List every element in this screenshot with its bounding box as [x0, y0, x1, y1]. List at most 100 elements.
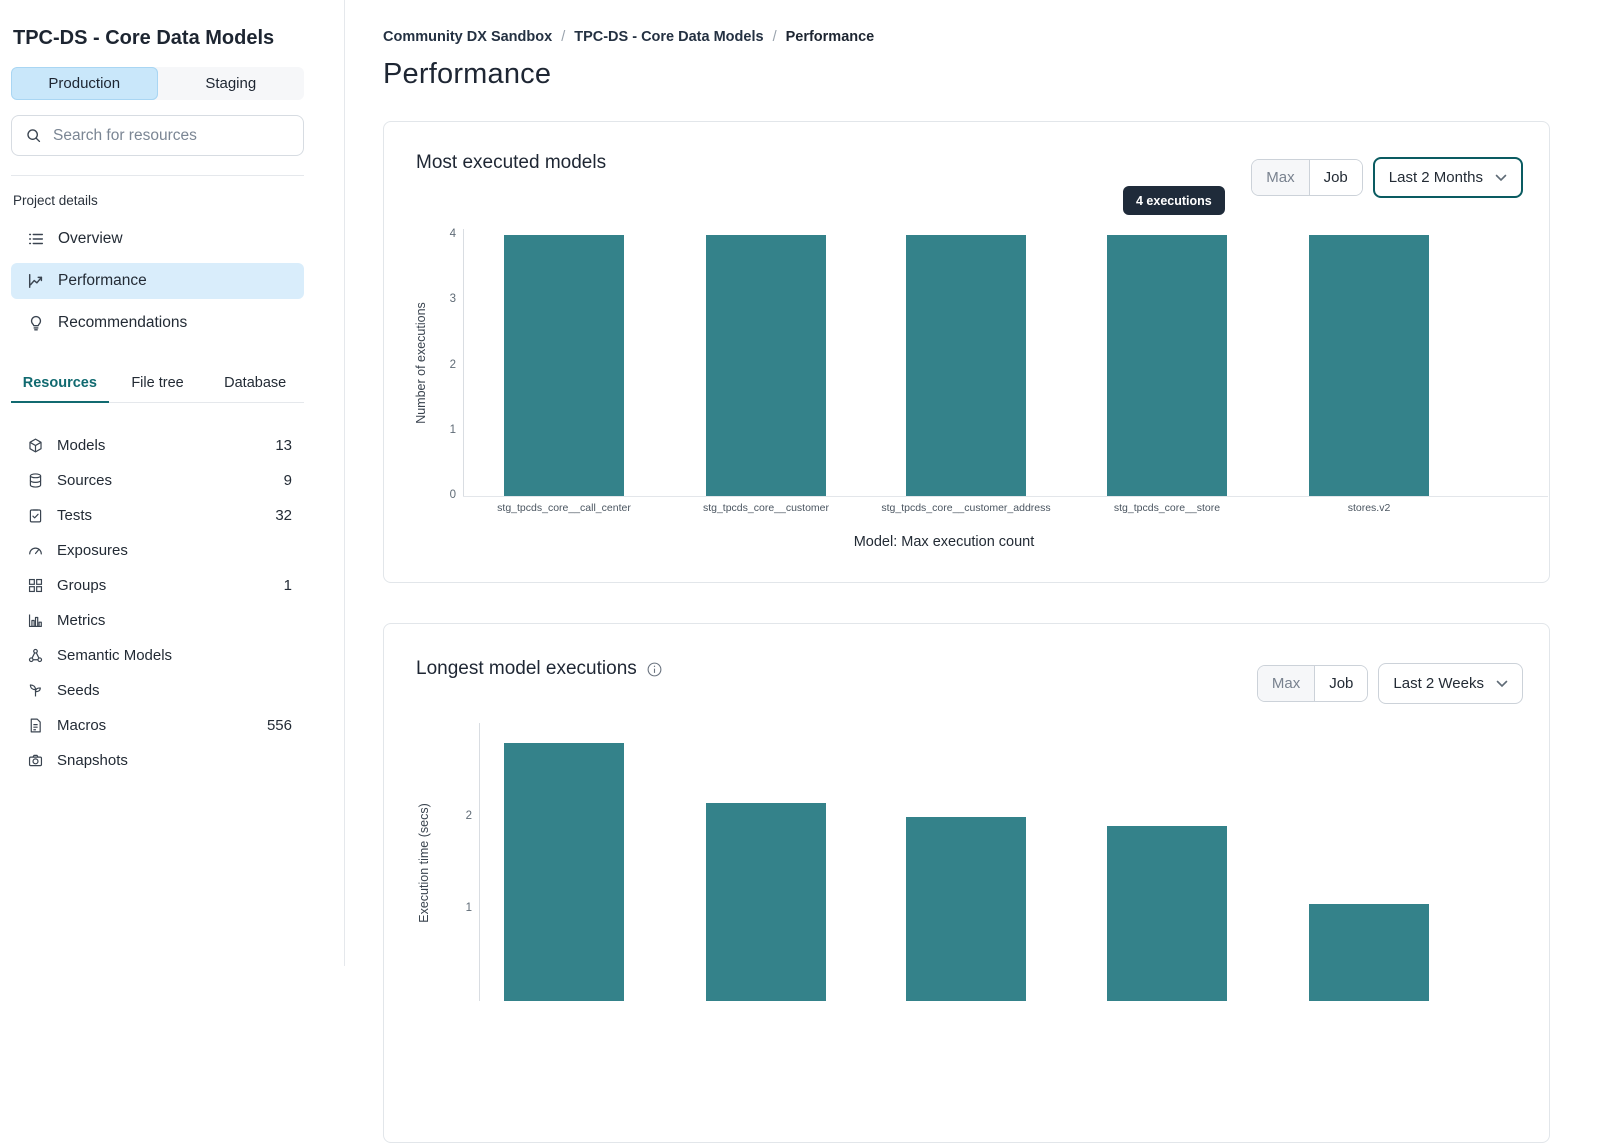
sidebar-item-macros[interactable]: Macros 556 [11, 708, 304, 743]
project-nav: Overview Performance Recommendations [11, 221, 304, 341]
bar-stores-v2[interactable] [1309, 235, 1429, 496]
sidebar-divider [11, 175, 304, 176]
resource-count: 9 [283, 472, 292, 489]
resource-count: 13 [275, 437, 292, 454]
max-segment-button[interactable]: Max [1252, 160, 1310, 195]
chart-controls: Max Job Last 2 Months [1251, 157, 1523, 198]
sidebar-item-label: Recommendations [58, 314, 188, 331]
bar-1-4[interactable] [1309, 904, 1429, 1001]
clipboard-check-icon [27, 507, 44, 524]
sidebar-item-models[interactable]: Models 13 [11, 428, 304, 463]
bar-stg-tpcds-core-customer[interactable] [706, 235, 826, 496]
resource-label: Snapshots [57, 752, 128, 769]
tab-resources[interactable]: Resources [11, 368, 109, 403]
sidebar-item-performance[interactable]: Performance [11, 263, 304, 299]
breadcrumb-current: Performance [785, 29, 875, 45]
resource-label: Seeds [57, 682, 100, 699]
lightbulb-icon [27, 314, 45, 332]
breadcrumb-link[interactable]: Community DX Sandbox [383, 29, 553, 45]
sidebar-item-sources[interactable]: Sources 9 [11, 463, 304, 498]
bar-1-0[interactable] [504, 743, 624, 1001]
chevron-down-icon [1495, 174, 1507, 182]
x-tick-label: stg_tpcds_core__customer_address [881, 502, 1051, 514]
resource-label: Models [57, 437, 106, 454]
bar-1-2[interactable] [906, 817, 1026, 1001]
database-icon [27, 472, 44, 489]
sidebar-item-tests[interactable]: Tests 32 [11, 498, 304, 533]
x-axis-line [463, 496, 1548, 497]
breadcrumb-link[interactable]: TPC-DS - Core Data Models [574, 29, 764, 45]
y-axis-line [479, 723, 480, 1001]
bar-1-3[interactable] [1107, 826, 1227, 1001]
sidebar-item-recommendations[interactable]: Recommendations [11, 305, 304, 341]
bar-chart-icon [27, 612, 44, 629]
y-axis-title: Execution time (secs) [417, 803, 431, 923]
x-tick-label: stg_tpcds_core__call_center [497, 502, 631, 514]
resource-count: 556 [266, 717, 292, 734]
bar-stg-tpcds-core-customer-address[interactable] [906, 235, 1026, 496]
x-axis-title: Model: Max execution count [853, 534, 1035, 550]
sidebar-item-semantic-models[interactable]: Semantic Models [11, 638, 304, 673]
y-tick-label: 1 [449, 423, 456, 436]
performance-chart-icon [27, 272, 45, 290]
resource-list: Models 13 Sources 9 Tests 32 Exposures Groups 1 M… [11, 428, 304, 778]
x-tick-label: stores.v2 [1347, 502, 1391, 514]
job-segment-button[interactable]: Job [1315, 666, 1368, 701]
aggregation-toggle: Max Job [1251, 159, 1363, 196]
time-range-dropdown[interactable]: Last 2 Weeks [1378, 663, 1523, 704]
sidebar-item-seeds[interactable]: Seeds [11, 673, 304, 708]
resource-tabs: Resources File tree Database [11, 368, 304, 403]
grid-icon [27, 577, 44, 594]
environment-toggle: Production Staging [11, 67, 304, 100]
time-range-value: Last 2 Months [1388, 169, 1483, 186]
tab-file-tree[interactable]: File tree [131, 375, 184, 391]
overview-list-icon [27, 230, 45, 248]
resource-label: Exposures [57, 542, 128, 559]
y-tick-label: 1 [465, 902, 472, 914]
search-icon [25, 127, 42, 144]
time-range-value: Last 2 Weeks [1393, 675, 1484, 692]
sidebar-item-exposures[interactable]: Exposures [11, 533, 304, 568]
y-tick-label: 2 [465, 810, 472, 822]
sidebar-item-snapshots[interactable]: Snapshots [11, 743, 304, 778]
time-range-dropdown[interactable]: Last 2 Months [1372, 157, 1523, 198]
resource-count: 1 [283, 577, 292, 594]
chart-tooltip: 4 executions [1123, 186, 1225, 215]
document-icon [27, 717, 44, 734]
page-title: Performance [383, 58, 552, 90]
card-header: Most executed models Max Job Last 2 Months [384, 122, 1549, 198]
most-executed-models-card: Most executed models Max Job Last 2 Months… [383, 121, 1550, 583]
gauge-icon [27, 542, 44, 559]
sidebar-item-label: Performance [58, 272, 147, 289]
resource-count: 32 [275, 507, 292, 524]
bar-stg-tpcds-core-store[interactable] [1107, 235, 1227, 496]
sidebar-item-metrics[interactable]: Metrics [11, 603, 304, 638]
x-tick-label: stg_tpcds_core__store [1113, 502, 1221, 514]
resource-label: Sources [57, 472, 113, 489]
max-segment-button[interactable]: Max [1257, 666, 1316, 701]
project-details-label: Project details [13, 193, 98, 208]
sidebar-item-overview[interactable]: Overview [11, 221, 304, 257]
search-input[interactable]: Search for resources [11, 115, 304, 156]
breadcrumb-separator: / [772, 29, 777, 45]
chart-title: Longest model executions [416, 658, 637, 679]
env-tab-production[interactable]: Production [11, 67, 158, 100]
longest-model-executions-card: Longest model executions Max Job Last 2 We… [383, 623, 1550, 1143]
bar-stg-tpcds-core-call-center[interactable] [504, 235, 624, 496]
info-icon[interactable] [646, 661, 663, 678]
card-header: Longest model executions Max Job Last 2 We… [384, 624, 1549, 704]
resource-label: Macros [57, 717, 107, 734]
resource-label: Groups [57, 577, 107, 594]
env-tab-staging[interactable]: Staging [205, 75, 257, 92]
bar-1-1[interactable] [706, 803, 826, 1001]
tab-database[interactable]: Database [224, 375, 287, 391]
y-tick-label: 3 [449, 293, 456, 306]
sidebar-item-groups[interactable]: Groups 1 [11, 568, 304, 603]
seedling-icon [27, 682, 44, 699]
y-tick-label: 0 [449, 489, 456, 501]
resource-label: Semantic Models [57, 647, 173, 664]
y-axis-line [463, 229, 464, 496]
aggregation-toggle: Max Job [1256, 665, 1369, 702]
resource-label: Tests [57, 507, 93, 524]
job-segment-button[interactable]: Job [1309, 160, 1362, 195]
